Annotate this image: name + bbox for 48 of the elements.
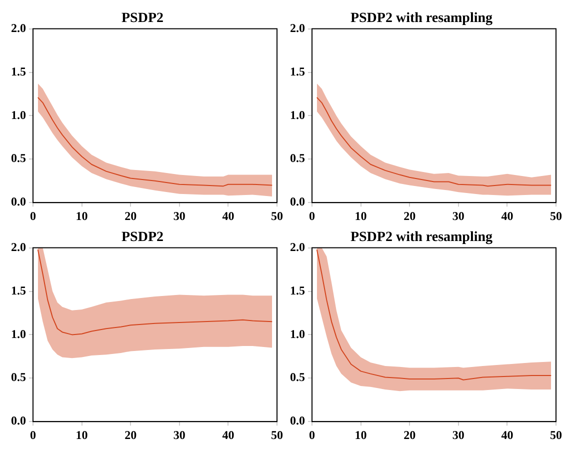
y-tick-label: 1.0 [290, 108, 305, 122]
x-tick-label: 40 [501, 208, 514, 223]
x-tick-label: 20 [124, 208, 137, 223]
x-tick-label: 10 [354, 428, 367, 442]
y-tick-label: 0.5 [290, 151, 305, 166]
y-tick-label: 2.0 [290, 240, 305, 254]
y-tick-label: 0.0 [11, 194, 26, 209]
chart-title: PSDP2 with resampling [350, 230, 493, 246]
x-tick-label: 40 [501, 428, 514, 442]
y-tick-label: 1.5 [11, 64, 26, 78]
x-tick-label: 30 [452, 208, 464, 223]
y-tick-label: 0.5 [11, 370, 26, 384]
y-tick-label: 1.5 [290, 283, 305, 298]
x-tick-label: 30 [452, 428, 464, 442]
x-tick-label: 30 [173, 428, 186, 442]
x-tick-label: 50 [271, 208, 283, 223]
x-tick-label: 20 [404, 208, 416, 223]
x-tick-label: 0 [30, 428, 36, 442]
x-tick-label: 20 [404, 428, 416, 442]
x-tick-label: 50 [550, 208, 562, 223]
chart-title: PSDP2 [122, 230, 164, 246]
y-tick-label: 0.0 [11, 414, 26, 428]
x-tick-label: 10 [354, 208, 367, 223]
x-tick-label: 30 [173, 208, 186, 223]
y-tick-label: 1.5 [290, 64, 305, 78]
x-tick-label: 0 [309, 428, 315, 442]
y-tick-label: 1.0 [290, 326, 305, 341]
x-tick-label: 0 [30, 208, 36, 223]
x-tick-label: 40 [222, 428, 234, 442]
x-tick-label: 50 [550, 428, 562, 442]
x-tick-label: 50 [271, 428, 283, 442]
x-tick-label: 40 [222, 208, 234, 223]
chart-title: PSDP2 [122, 11, 164, 26]
y-tick-label: 0.5 [11, 151, 26, 166]
y-tick-label: 1.0 [11, 108, 26, 122]
x-tick-label: 0 [309, 208, 315, 223]
chart-title: PSDP2 with resampling [350, 11, 493, 26]
y-tick-label: 0.5 [290, 370, 305, 384]
x-tick-label: 10 [76, 208, 88, 223]
x-tick-label: 20 [124, 428, 137, 442]
y-tick-label: 2.0 [11, 240, 26, 254]
y-tick-label: 1.0 [11, 326, 26, 341]
y-tick-label: 2.0 [11, 20, 26, 35]
y-tick-label: 0.0 [290, 414, 305, 428]
y-tick-label: 2.0 [290, 20, 305, 35]
y-tick-label: 1.5 [11, 283, 26, 298]
y-tick-label: 0.0 [290, 194, 305, 209]
x-tick-label: 10 [76, 428, 88, 442]
